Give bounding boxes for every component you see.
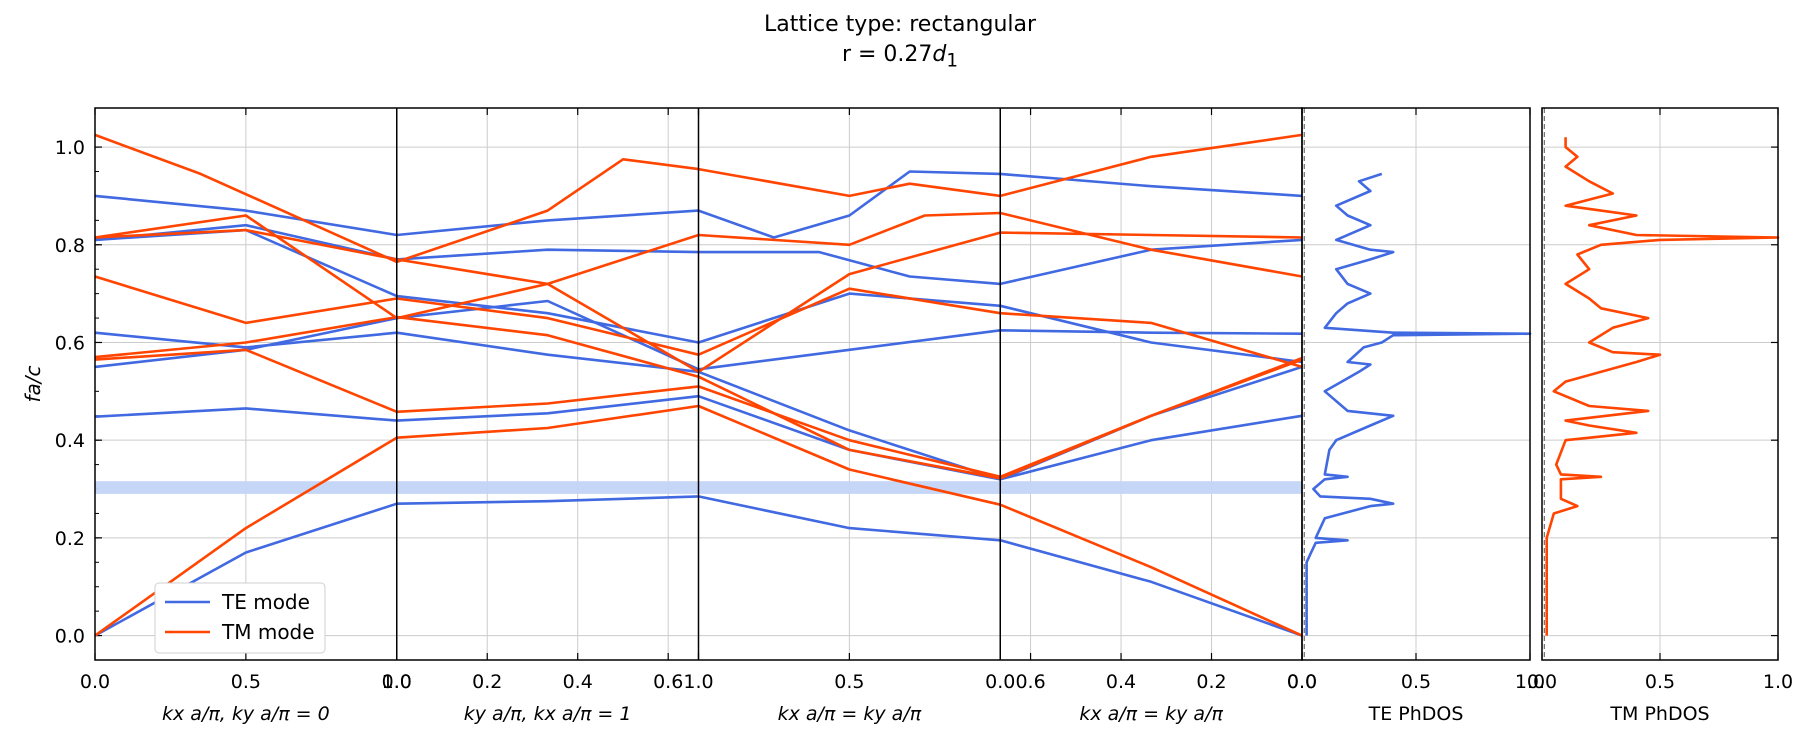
x-tick-label: 0.0 bbox=[382, 671, 412, 693]
legend: TE mode TM mode bbox=[154, 582, 326, 654]
tm-phdos-xlabel: TM PhDOS bbox=[1609, 703, 1709, 725]
tm-phdos-panel-frame bbox=[1541, 107, 1779, 661]
te-phdos-dos-curve bbox=[1305, 172, 1532, 636]
te-phdos-xlabel: TE PhDOS bbox=[1368, 703, 1464, 725]
x-tick-label: 1.0 bbox=[382, 671, 412, 693]
legend-box bbox=[154, 582, 326, 654]
segment-xlabel: kx a/π = ky a/π bbox=[778, 703, 922, 725]
x-tick-label: 0.0 bbox=[985, 671, 1015, 693]
tm-phdos-x-tick-label: 0.5 bbox=[1645, 671, 1675, 693]
x-tick-label: 0.2 bbox=[472, 671, 502, 693]
tm-phdos-dos-curve bbox=[1545, 137, 1780, 636]
y-axis-label: fa/c bbox=[21, 365, 45, 402]
te-band-6 bbox=[94, 223, 1303, 286]
legend-tm-label: TM mode bbox=[221, 620, 315, 644]
x-tick-label: 0.2 bbox=[1196, 671, 1226, 693]
te-phdos-x-tick-label: 0.5 bbox=[1401, 671, 1431, 693]
y-tick-label: 1.0 bbox=[55, 137, 85, 159]
tm-phdos-x-tick-label: 1.0 bbox=[1763, 671, 1793, 693]
band-grid bbox=[94, 108, 1778, 660]
subtitle-prefix: r = 0.27 bbox=[841, 42, 933, 67]
figure-title: Lattice type: rectangular bbox=[763, 12, 1037, 37]
tm-phdos-x-tick-label: 0.0 bbox=[1527, 671, 1557, 693]
tm-band-11 bbox=[94, 211, 1303, 320]
te-band-5 bbox=[94, 170, 1303, 239]
segment-xlabel: kx a/π = ky a/π bbox=[1079, 703, 1223, 725]
te-phdos-panel-frame bbox=[1301, 107, 1531, 661]
te-phdos-x-tick-label: 0.0 bbox=[1287, 671, 1317, 693]
subtitle-variable: d bbox=[932, 42, 947, 67]
y-tick-label: 0.6 bbox=[55, 332, 85, 354]
y-tick-label: 0.0 bbox=[55, 626, 85, 648]
x-tick-label: 0.5 bbox=[834, 671, 864, 693]
x-tick-label: 0.0 bbox=[80, 671, 110, 693]
y-tick-label: 0.8 bbox=[55, 235, 85, 257]
x-tick-label: 0.6 bbox=[653, 671, 683, 693]
te-phdos-x-tick-label: 1.0 bbox=[1515, 671, 1545, 693]
figure-subtitle: r = 0.27d1 bbox=[0, 42, 1800, 71]
x-tick-label: 0.5 bbox=[231, 671, 261, 693]
segment-xlabel: kx a/π, ky a/π = 0 bbox=[162, 703, 330, 725]
x-tick-label: 0.0 bbox=[1287, 671, 1317, 693]
x-tick-label: 0.4 bbox=[563, 671, 593, 693]
segment-xlabel: ky a/π, kx a/π = 1 bbox=[464, 703, 632, 725]
x-tick-label: 0.4 bbox=[1106, 671, 1136, 693]
y-tick-label: 0.4 bbox=[55, 430, 85, 452]
x-tick-label: 1.0 bbox=[683, 671, 713, 693]
y-tick-label: 0.2 bbox=[55, 528, 85, 550]
legend-te-label: TE mode bbox=[221, 590, 310, 614]
x-tick-label: 0.6 bbox=[1015, 671, 1045, 693]
subtitle-subscript: 1 bbox=[946, 50, 959, 72]
